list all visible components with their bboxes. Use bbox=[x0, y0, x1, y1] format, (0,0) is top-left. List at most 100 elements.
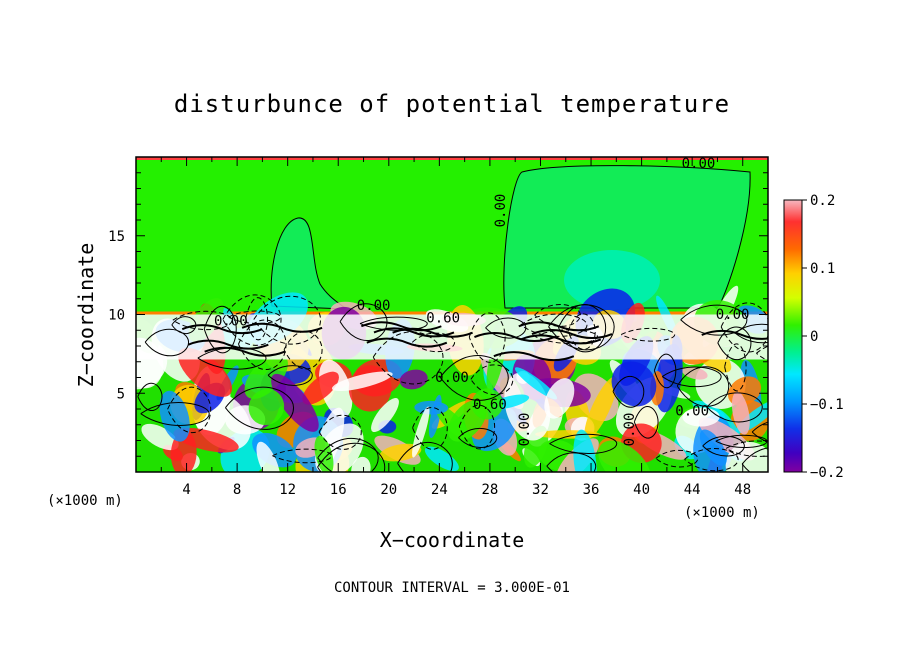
turbulent-blob bbox=[611, 361, 657, 407]
contour-line bbox=[412, 332, 456, 352]
contour-line-bold bbox=[204, 346, 286, 357]
contour-label: 0.00 bbox=[493, 194, 509, 228]
contour-label: 0.00 bbox=[517, 413, 533, 447]
contour-line bbox=[567, 313, 596, 350]
contour-line bbox=[458, 404, 496, 450]
contour-interval-note: CONTOUR INTERVAL = 3.000E-01 bbox=[334, 580, 570, 596]
contour-lines bbox=[137, 294, 768, 472]
contour-label: 0.00 bbox=[716, 307, 750, 323]
contour-line bbox=[272, 448, 333, 464]
turbulent-blob bbox=[256, 441, 281, 472]
contour-label: 0.00 bbox=[675, 403, 709, 419]
turbulent-blob bbox=[584, 376, 618, 440]
contour-line-bold bbox=[366, 337, 448, 348]
turbulent-blob bbox=[351, 456, 371, 472]
contour-line bbox=[137, 382, 163, 411]
turbulent-blob bbox=[731, 391, 750, 435]
turbulent-blob bbox=[170, 430, 197, 472]
contour-line bbox=[317, 437, 379, 472]
contour-line bbox=[317, 442, 386, 472]
contour-line bbox=[653, 353, 677, 388]
turbulent-blob bbox=[271, 373, 319, 432]
y-tick-label: 5 bbox=[117, 386, 125, 402]
x-tick-label: 48 bbox=[734, 482, 751, 498]
contour-line bbox=[546, 452, 597, 472]
turbulent-blob bbox=[573, 429, 597, 472]
contour-line bbox=[741, 447, 768, 472]
contour-line bbox=[725, 440, 768, 457]
contour-label: 0.00 bbox=[357, 298, 391, 314]
contour-line bbox=[439, 355, 509, 401]
contour-line bbox=[412, 407, 448, 450]
x-axis: 4 8 12 16 20 24 28 32 36 40 44 48 bbox=[135, 157, 769, 498]
contour-line bbox=[267, 365, 313, 386]
x-tick-label: 16 bbox=[330, 482, 347, 498]
x-tick-label: 36 bbox=[583, 482, 600, 498]
colorbar-gradient bbox=[783, 199, 803, 473]
contour-label-group: 0.000.000.000.00 0.000.600.000.600.00 0.00… bbox=[214, 156, 750, 447]
contour-line bbox=[735, 323, 768, 344]
contour-label: 0.00 bbox=[214, 314, 248, 330]
contour-line bbox=[676, 366, 730, 407]
x-tick-label: 44 bbox=[684, 482, 701, 498]
contour-line-bold bbox=[360, 321, 442, 332]
contour-line bbox=[144, 328, 190, 357]
contour-line-bold bbox=[187, 339, 269, 350]
contour-label: 0.60 bbox=[426, 310, 460, 326]
contour-line-bold bbox=[701, 329, 768, 340]
colorbar-tick-label: −0.1 bbox=[810, 397, 844, 413]
contour-line bbox=[283, 330, 323, 370]
contour-line-bold bbox=[518, 321, 600, 332]
x-unit-right: (×1000 m) bbox=[684, 505, 760, 521]
turbulent-blob bbox=[682, 407, 720, 427]
y-axis: 5 10 15 bbox=[108, 156, 768, 473]
colorbar: 0.2 0.1 0 −0.1 −0.2 bbox=[783, 193, 844, 481]
contour-line bbox=[548, 304, 615, 351]
contour-line bbox=[702, 435, 745, 457]
contour-line bbox=[167, 386, 212, 433]
x-axis-label: X−coordinate bbox=[380, 528, 525, 552]
contour-line bbox=[470, 364, 514, 396]
contour-label: 0.00 bbox=[622, 413, 638, 447]
x-tick-label: 32 bbox=[532, 482, 549, 498]
contour-line bbox=[655, 449, 699, 468]
colorbar-tick-label: −0.2 bbox=[810, 465, 844, 481]
contour-line bbox=[706, 392, 763, 423]
contour-line bbox=[633, 406, 659, 439]
contour-line bbox=[225, 386, 295, 430]
contour-line bbox=[245, 297, 269, 341]
colorbar-tick-label: 0.2 bbox=[810, 193, 835, 209]
colorbar-tick-label: 0.1 bbox=[810, 261, 835, 277]
turbulent-blob bbox=[681, 366, 708, 380]
contour-line bbox=[228, 310, 281, 324]
y-axis-label: Z−coordinate bbox=[74, 243, 98, 388]
turbulent-blob bbox=[424, 446, 459, 472]
x-tick-label: 20 bbox=[380, 482, 397, 498]
contour-line bbox=[222, 294, 282, 346]
turbulent-blob bbox=[699, 429, 727, 466]
x-tick-label: 12 bbox=[279, 482, 296, 498]
contour-line bbox=[612, 375, 645, 408]
contour-line-bold bbox=[474, 332, 555, 343]
x-tick-label: 24 bbox=[431, 482, 448, 498]
turbulent-blob bbox=[598, 440, 651, 472]
turbulent-blob bbox=[331, 371, 393, 392]
x-tick-label: 40 bbox=[633, 482, 650, 498]
top-edge-band bbox=[136, 157, 768, 160]
contour-line bbox=[661, 366, 722, 388]
contour-line bbox=[534, 303, 581, 327]
contour-line bbox=[468, 312, 506, 363]
contour-label: 0.00 bbox=[682, 156, 716, 172]
turbulent-blob bbox=[141, 423, 179, 451]
contour-label: 0.00 bbox=[435, 370, 469, 386]
upper-anomaly-right bbox=[503, 165, 751, 309]
upper-anomaly-left bbox=[270, 217, 346, 310]
contour-line-bold bbox=[181, 324, 263, 335]
contour-line bbox=[140, 402, 210, 426]
contour-line bbox=[238, 319, 287, 371]
plot-area: 0.000.000.000.00 0.000.600.000.600.00 0.00… bbox=[136, 156, 768, 472]
turbulent-blob bbox=[514, 367, 558, 400]
turbulent-blob bbox=[544, 378, 575, 419]
upper-anomaly-core bbox=[564, 250, 660, 310]
